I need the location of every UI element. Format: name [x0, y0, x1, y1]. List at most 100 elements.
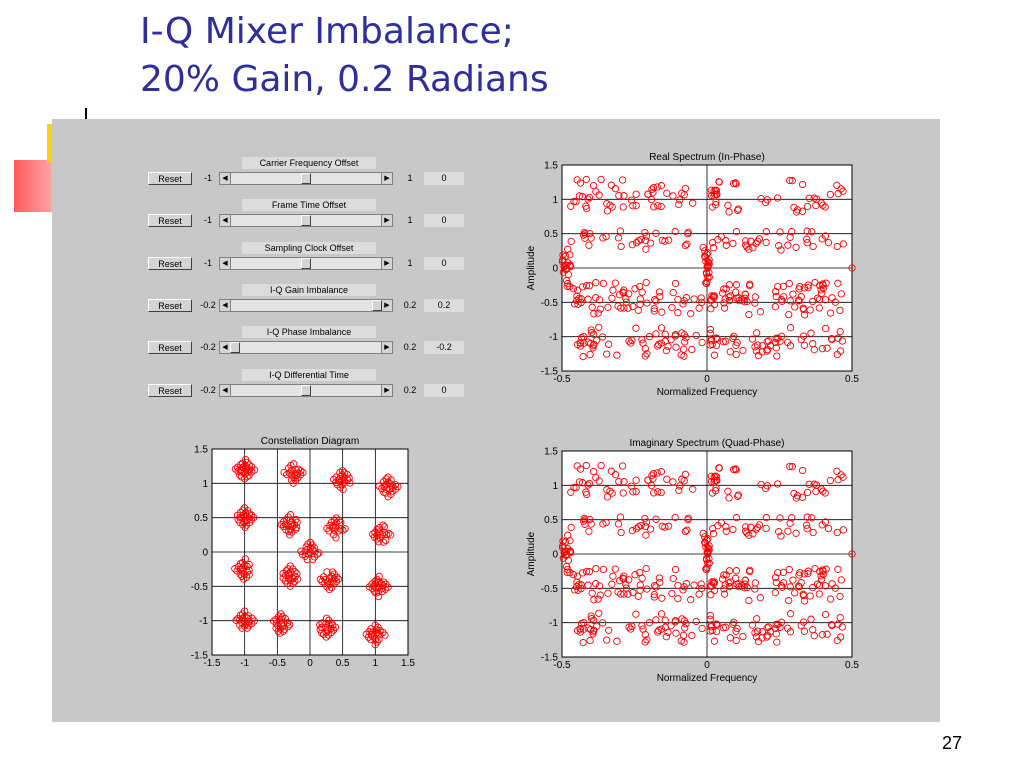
data-point — [240, 504, 249, 512]
data-point — [726, 292, 735, 300]
data-point — [684, 516, 692, 524]
data-point — [713, 334, 721, 343]
data-point — [652, 297, 660, 305]
data-point — [687, 596, 695, 604]
slider[interactable]: ◀ ▶ — [219, 257, 393, 270]
data-point — [698, 338, 706, 347]
slider[interactable]: ◀ ▶ — [219, 299, 393, 312]
data-point — [394, 482, 402, 491]
reset-button[interactable]: Reset — [148, 299, 192, 312]
reset-button[interactable]: Reset — [148, 341, 192, 354]
data-point — [748, 621, 757, 629]
data-point — [722, 571, 730, 579]
data-point — [650, 304, 658, 313]
data-point — [707, 186, 715, 194]
reset-button[interactable]: Reset — [148, 257, 192, 270]
data-point — [837, 290, 845, 298]
slider-right-arrow-icon[interactable]: ▶ — [381, 300, 392, 311]
slider[interactable]: ◀ ▶ — [219, 341, 393, 354]
reset-button[interactable]: Reset — [148, 172, 192, 185]
data-point — [649, 183, 658, 192]
data-point — [708, 238, 717, 247]
data-point — [322, 633, 330, 641]
slider-right-arrow-icon[interactable]: ▶ — [381, 385, 392, 396]
reset-button[interactable]: Reset — [148, 384, 192, 397]
data-point — [792, 529, 800, 537]
slider-left-arrow-icon[interactable]: ◀ — [220, 173, 231, 184]
data-point — [748, 335, 757, 343]
data-point — [382, 580, 390, 588]
data-point — [655, 626, 663, 634]
y-tick-label: 1 — [552, 195, 558, 206]
data-point — [712, 620, 720, 628]
data-point — [823, 630, 831, 638]
slider[interactable]: ◀ ▶ — [219, 214, 393, 227]
data-point — [774, 568, 782, 577]
data-point — [710, 351, 719, 359]
slider-right-arrow-icon[interactable]: ▶ — [381, 258, 392, 269]
slider-right-arrow-icon[interactable]: ▶ — [381, 173, 392, 184]
data-point — [282, 515, 291, 524]
data-point — [567, 523, 575, 532]
data-point — [680, 297, 688, 305]
data-point — [603, 486, 611, 494]
data-point — [712, 334, 720, 342]
data-point — [671, 227, 679, 236]
data-point — [718, 575, 727, 583]
slider[interactable]: ◀ ▶ — [219, 384, 393, 397]
data-point — [608, 294, 616, 302]
data-point — [243, 473, 251, 481]
data-point — [715, 464, 723, 472]
data-point — [595, 477, 603, 485]
data-point — [725, 583, 734, 591]
data-point — [607, 467, 616, 475]
data-point — [772, 620, 780, 629]
data-point — [594, 595, 602, 603]
data-point — [341, 525, 349, 533]
slider-left-arrow-icon[interactable]: ◀ — [220, 215, 231, 226]
data-point — [596, 305, 604, 313]
slider-right-arrow-icon[interactable]: ▶ — [381, 215, 392, 226]
data-point — [369, 530, 377, 538]
slider-thumb[interactable] — [301, 215, 311, 226]
data-point — [247, 463, 256, 471]
control-title: Sampling Clock Offset — [242, 242, 376, 254]
data-point — [618, 462, 627, 470]
x-axis-label: Normalized Frequency — [657, 673, 758, 684]
data-point — [704, 258, 712, 266]
slider-thumb[interactable] — [372, 300, 382, 311]
data-point — [380, 482, 388, 490]
data-point — [698, 298, 706, 307]
data-point — [588, 303, 596, 311]
data-point — [831, 584, 839, 592]
data-point — [818, 345, 827, 353]
data-point — [330, 570, 338, 578]
data-point — [726, 634, 734, 642]
slider-left-arrow-icon[interactable]: ◀ — [220, 258, 231, 269]
slider-thumb[interactable] — [230, 342, 240, 353]
slider-right-arrow-icon[interactable]: ▶ — [381, 342, 392, 353]
slider-thumb[interactable] — [301, 258, 311, 269]
reset-button[interactable]: Reset — [148, 214, 192, 227]
data-point — [641, 638, 649, 646]
data-point — [647, 195, 656, 204]
slider-left-arrow-icon[interactable]: ◀ — [220, 385, 231, 396]
slider-thumb[interactable] — [301, 173, 311, 184]
slider[interactable]: ◀ ▶ — [219, 172, 393, 185]
data-point — [325, 616, 333, 624]
data-point — [707, 191, 716, 200]
data-point — [786, 519, 794, 527]
slider-left-arrow-icon[interactable]: ◀ — [220, 300, 231, 311]
slider-thumb[interactable] — [301, 385, 311, 396]
data-point — [762, 228, 770, 236]
data-point — [681, 624, 689, 632]
data-point — [815, 590, 823, 598]
data-point — [773, 480, 782, 488]
chart-title: Constellation Diagram — [261, 436, 359, 447]
data-point — [646, 239, 655, 247]
data-point — [762, 238, 770, 247]
data-point — [705, 559, 713, 567]
data-point — [306, 538, 315, 547]
data-point — [657, 610, 666, 618]
data-point — [703, 250, 711, 258]
